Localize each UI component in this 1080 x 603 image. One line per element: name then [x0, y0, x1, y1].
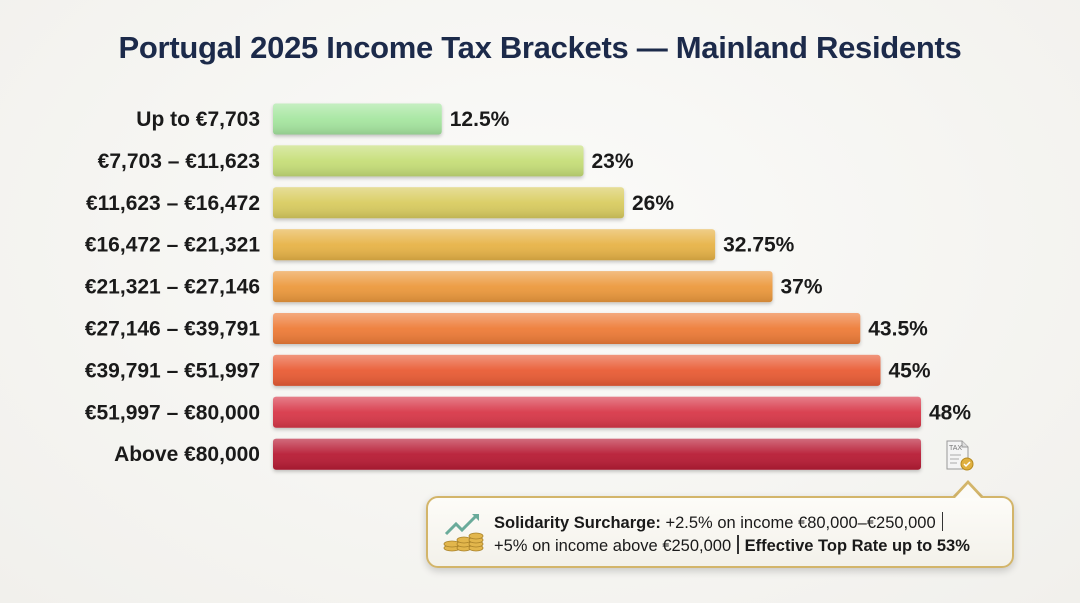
callout-line2: +5% on income above €250,000 — [494, 537, 732, 555]
category-label: €7,703 – €11,623 — [98, 150, 260, 173]
bar-highlight — [273, 229, 716, 261]
category-label: Up to €7,703 — [136, 108, 260, 131]
category-label: €21,321 – €27,146 — [85, 276, 260, 299]
data-label: 48% — [929, 401, 971, 424]
tax-document-icon: TAX — [945, 440, 975, 477]
bar-highlight — [273, 103, 442, 135]
category-label: Above €80,000 — [114, 443, 260, 466]
data-label: 43.5% — [868, 318, 928, 341]
callout-line1: +2.5% on income €80,000–€250,000 — [665, 514, 936, 532]
data-label: 23% — [592, 150, 634, 173]
callout-emphasis: Effective Top Rate up to 53% — [744, 537, 970, 555]
solidarity-surcharge-callout: Solidarity Surcharge: +2.5% on income €8… — [426, 496, 1014, 568]
callout-text: Solidarity Surcharge: +2.5% on income €8… — [494, 512, 970, 558]
data-label: 32.75% — [723, 234, 795, 257]
bar-highlight — [273, 145, 584, 177]
bar-highlight — [273, 354, 881, 386]
category-label: €27,146 – €39,791 — [85, 318, 260, 341]
data-label: 26% — [632, 192, 674, 215]
data-label: 37% — [781, 276, 823, 299]
callout-pointer-inner — [955, 484, 981, 498]
chart-title: Portugal 2025 Income Tax Brackets — Main… — [118, 30, 962, 65]
coins-growth-icon — [442, 510, 486, 559]
data-label: 45% — [889, 359, 931, 382]
separator — [737, 535, 739, 554]
category-label: €11,623 – €16,472 — [86, 192, 260, 215]
category-label: €39,791 – €51,997 — [85, 359, 260, 382]
category-label: €16,472 – €21,321 — [85, 234, 260, 257]
bar-highlight — [273, 396, 921, 428]
data-label: 12.5% — [450, 108, 510, 131]
callout-label: Solidarity Surcharge: — [494, 514, 661, 532]
bar-highlight — [273, 438, 921, 470]
bar-highlight — [273, 271, 773, 303]
bar-highlight — [273, 187, 624, 219]
category-label: €51,997 – €80,000 — [85, 401, 260, 424]
separator — [941, 512, 944, 531]
bar-highlight — [273, 313, 861, 344]
tax-icon-text: TAX — [949, 445, 962, 452]
